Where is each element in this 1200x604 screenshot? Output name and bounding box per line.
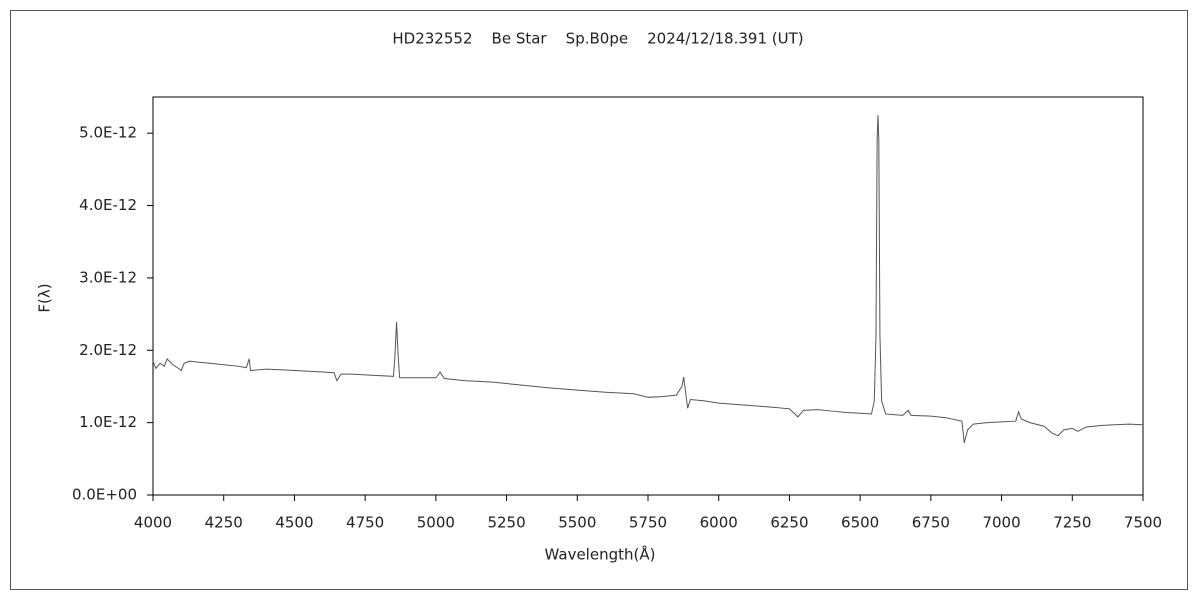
y-tick-label: 0.0E+00 <box>72 486 137 504</box>
x-tick-label: 6750 <box>912 514 950 532</box>
x-tick-label: 6500 <box>841 514 879 532</box>
y-tick-label: 5.0E-12 <box>79 124 137 142</box>
x-tick-label: 6250 <box>770 514 808 532</box>
x-tick-label: 4500 <box>275 514 313 532</box>
spectrum-line <box>152 115 1144 444</box>
x-tick-label: 5750 <box>629 514 667 532</box>
frame <box>10 10 1188 590</box>
x-tick-label: 5250 <box>487 514 525 532</box>
x-axis-label: Wavelength(Å) <box>545 545 656 564</box>
chart-title: HD232552 Be Star Sp.B0pe 2024/12/18.391 … <box>392 30 803 48</box>
y-tick-label: 1.0E-12 <box>79 413 137 431</box>
x-tick-label: 7250 <box>1053 514 1091 532</box>
x-tick-label: 4250 <box>205 514 243 532</box>
x-tick-label: 4750 <box>346 514 384 532</box>
y-tick-label: 3.0E-12 <box>79 268 137 286</box>
x-tick-label: 5500 <box>558 514 596 532</box>
x-tick-label: 4000 <box>134 514 172 532</box>
x-tick-label: 6000 <box>700 514 738 532</box>
x-tick-label: 7000 <box>982 514 1020 532</box>
y-tick-label: 2.0E-12 <box>79 341 137 359</box>
y-axis-label: F(λ) <box>36 283 54 312</box>
y-tick-label: 4.0E-12 <box>79 196 137 214</box>
x-tick-label: 7500 <box>1124 514 1162 532</box>
x-tick-label: 5000 <box>417 514 455 532</box>
